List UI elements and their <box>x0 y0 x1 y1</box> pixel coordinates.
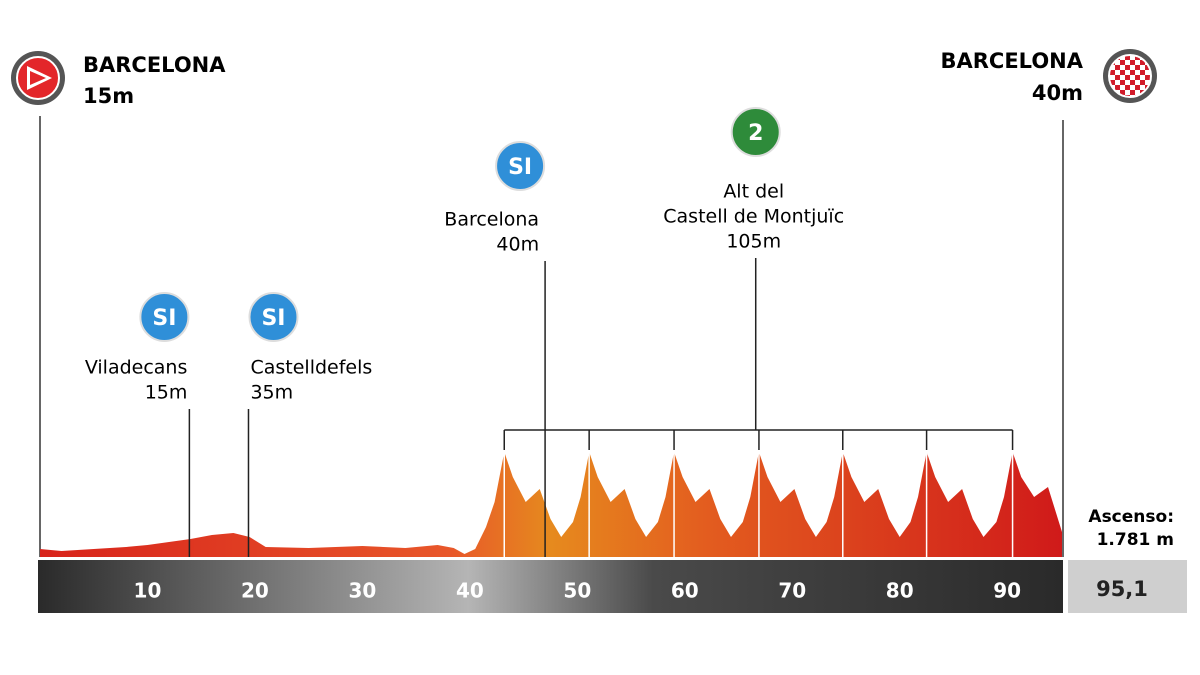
x-tick-label: 30 <box>348 579 376 603</box>
ascent-value: 1.781 m <box>1097 530 1174 550</box>
marker-altitude: 40m <box>496 234 539 256</box>
marker-altitude: 15m <box>145 382 188 404</box>
x-tick-label: 40 <box>456 579 484 603</box>
finish-name: BARCELONA <box>941 49 1084 73</box>
x-tick-label: 80 <box>886 579 914 603</box>
x-tick-label: 60 <box>671 579 699 603</box>
x-tick-label: 10 <box>134 579 162 603</box>
marker-icon <box>139 292 190 342</box>
total-distance: 95,1 <box>1096 577 1148 601</box>
finish-icon-inner <box>1108 54 1152 98</box>
marker-name: Castell de Montjuïc <box>663 206 844 228</box>
marker-altitude: 35m <box>250 382 293 404</box>
marker-name: Viladecans <box>85 357 188 379</box>
marker-icon-label: SI <box>261 306 285 331</box>
start-altitude: 15m <box>83 84 134 108</box>
distance-box <box>1068 560 1187 613</box>
start-name: BARCELONA <box>83 53 226 77</box>
marker-name: Alt del <box>723 181 784 203</box>
x-tick-label: 90 <box>993 579 1021 603</box>
x-tick-label: 70 <box>778 579 806 603</box>
marker-icon-label: 2 <box>748 121 763 146</box>
ascent-label: Ascenso: <box>1088 507 1174 527</box>
marker-icon <box>248 292 299 342</box>
x-tick-label: 50 <box>563 579 591 603</box>
x-tick-label: 20 <box>241 579 269 603</box>
start-arrow-inner <box>30 71 46 85</box>
marker-altitude: 105m <box>726 231 781 253</box>
marker-icon <box>730 107 781 157</box>
marker-icon-label: SI <box>508 155 532 180</box>
finish-altitude: 40m <box>1032 81 1083 105</box>
marker-name: Barcelona <box>444 209 539 231</box>
marker-icon-label: SI <box>152 306 176 331</box>
marker-name: Castelldefels <box>250 357 372 379</box>
distance-bar <box>38 560 1063 613</box>
elevation-profile <box>40 452 1062 557</box>
marker-icon <box>495 141 546 191</box>
